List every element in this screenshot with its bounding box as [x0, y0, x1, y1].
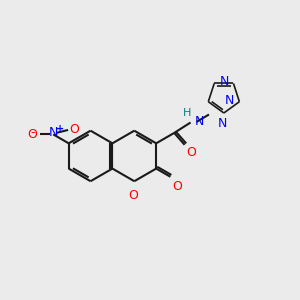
Text: N: N [218, 117, 227, 130]
Text: N: N [195, 116, 204, 128]
Text: O: O [128, 189, 138, 202]
Text: O: O [27, 128, 37, 141]
Text: N: N [220, 75, 229, 88]
Text: O: O [172, 180, 182, 193]
Text: +: + [56, 124, 64, 134]
Text: N: N [225, 94, 234, 107]
Text: O: O [186, 146, 196, 159]
Text: N: N [49, 126, 58, 140]
Text: -: - [30, 126, 34, 140]
Text: O: O [70, 123, 80, 136]
Text: H: H [183, 108, 191, 118]
